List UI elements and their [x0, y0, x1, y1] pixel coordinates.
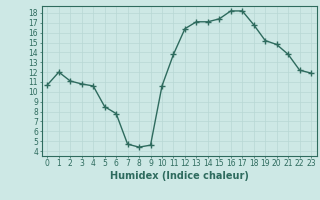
X-axis label: Humidex (Indice chaleur): Humidex (Indice chaleur)	[110, 171, 249, 181]
